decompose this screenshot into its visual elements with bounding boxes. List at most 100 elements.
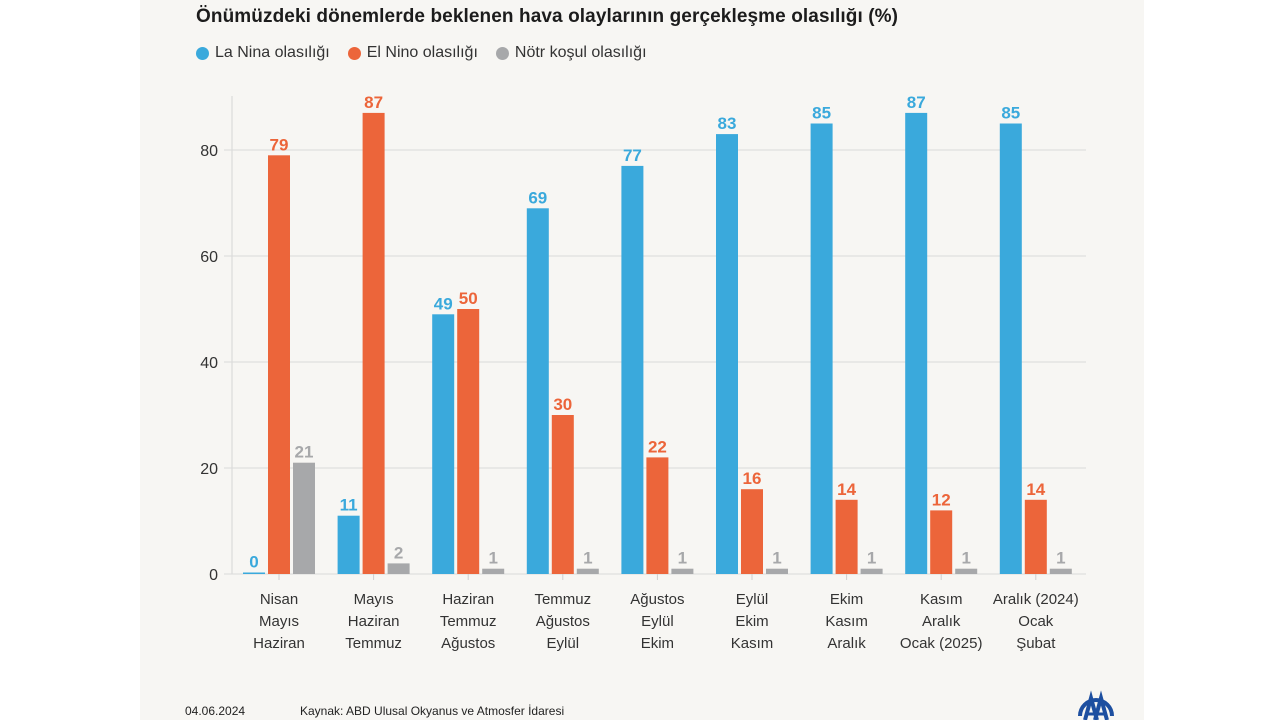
- x-tick-label: Aralık: [827, 635, 866, 652]
- bar: [551, 415, 574, 574]
- x-tick-label: Nisan: [260, 591, 298, 608]
- y-tick-label: 60: [200, 249, 218, 266]
- x-tick-label: Mayıs: [259, 613, 299, 630]
- x-tick-label: Ağustos: [536, 613, 590, 630]
- bar: [293, 462, 315, 574]
- bar: [432, 314, 455, 574]
- bar: [387, 563, 410, 574]
- legend-label: Nötr koşul olasılığı: [514, 44, 647, 61]
- bar: [741, 489, 763, 574]
- bar: [362, 112, 385, 575]
- legend-dot-icon: [495, 46, 509, 60]
- bar: [646, 457, 669, 574]
- legend-label: El Nino olasılığı: [366, 44, 478, 61]
- legend-item-la-nina: La Nina olasılığı: [196, 44, 330, 62]
- legend-dot-icon: [196, 46, 209, 60]
- x-tick-label: Eylül: [736, 591, 769, 608]
- x-tick-label: Eylül: [547, 635, 580, 652]
- data-label: 83: [718, 114, 737, 133]
- bar: [671, 568, 694, 574]
- data-label: 11: [340, 496, 358, 515]
- bar: [576, 568, 599, 574]
- bar: [621, 165, 644, 574]
- data-label: 1: [961, 549, 970, 568]
- y-tick-label: 40: [200, 355, 218, 372]
- x-tick-label: Ağustos: [441, 635, 495, 652]
- x-tick-label: Eylül: [641, 613, 674, 630]
- x-tick-label: Kasım: [825, 613, 868, 630]
- bar: [860, 568, 883, 574]
- bar: [955, 568, 978, 574]
- x-tick-label: Mayıs: [354, 591, 394, 608]
- bar: [810, 123, 833, 574]
- x-tick-label: Temmuz: [440, 613, 497, 630]
- x-tick-label: Kasım: [920, 591, 963, 608]
- bar: [457, 309, 480, 574]
- data-label: 21: [295, 443, 314, 462]
- data-label: 0: [249, 553, 258, 572]
- legend-label: La Nina olasılığı: [215, 44, 330, 61]
- chart-title: Önümüzdeki dönemlerde beklenen hava olay…: [196, 6, 899, 27]
- bar: [526, 208, 549, 575]
- x-tick-label: Kasım: [731, 635, 774, 652]
- x-tick-label: Ocak (2025): [900, 635, 983, 652]
- bar: [905, 112, 928, 575]
- source-note: Kaynak: ABD Ulusal Okyanus ve Atmosfer İ…: [300, 704, 565, 718]
- y-tick-label: 80: [200, 143, 218, 160]
- data-label: 87: [364, 93, 383, 112]
- bar: [766, 568, 788, 574]
- data-label: 79: [270, 135, 289, 154]
- x-tick-label: Temmuz: [345, 635, 402, 652]
- data-label: 87: [907, 93, 926, 112]
- legend-item-el-nino: El Nino olasılığı: [347, 44, 478, 62]
- bar: [835, 499, 858, 574]
- legend-dot-icon: [347, 46, 361, 60]
- data-label: 30: [553, 395, 572, 414]
- y-tick-label: 20: [200, 461, 218, 478]
- bar: [243, 572, 265, 574]
- chart-legend: La Nina olasılığı El Nino olasılığı Nötr…: [196, 44, 647, 62]
- data-label: 1: [583, 549, 592, 568]
- x-tick-label: Temmuz: [534, 591, 591, 608]
- x-tick-label: Aralık (2024): [993, 591, 1079, 608]
- x-tick-label: Haziran: [253, 635, 305, 652]
- bar: [999, 123, 1022, 574]
- x-tick-label: Haziran: [348, 613, 400, 630]
- data-label: 14: [837, 480, 856, 499]
- data-label: 85: [1001, 104, 1020, 123]
- data-label: 1: [678, 549, 687, 568]
- data-label: 69: [528, 188, 547, 207]
- bar: [482, 568, 505, 574]
- bar: [1049, 568, 1072, 574]
- bar: [268, 155, 290, 575]
- data-label: 49: [434, 294, 453, 313]
- data-label: 50: [459, 289, 478, 308]
- data-label: 77: [623, 146, 642, 165]
- x-tick-label: Ekim: [641, 635, 674, 652]
- x-tick-label: Ağustos: [630, 591, 684, 608]
- y-tick-label: 0: [209, 567, 218, 584]
- x-tick-label: Aralık: [922, 613, 961, 630]
- data-label: 16: [743, 469, 762, 488]
- x-tick-label: Ekim: [830, 591, 863, 608]
- data-label: 22: [648, 437, 667, 456]
- bar: [930, 510, 953, 574]
- data-label: 12: [932, 490, 951, 509]
- data-label: 1: [772, 549, 781, 568]
- data-label: 85: [812, 104, 831, 123]
- bar: [1024, 499, 1047, 574]
- data-label: 1: [488, 549, 497, 568]
- data-label: 1: [1056, 549, 1065, 568]
- publish-date: 04.06.2024: [185, 704, 246, 718]
- aa-logo-icon: [1078, 690, 1114, 720]
- data-label: 2: [394, 543, 403, 562]
- x-tick-label: Ekim: [735, 613, 768, 630]
- x-tick-label: Şubat: [1016, 635, 1056, 652]
- data-label: 1: [867, 549, 876, 568]
- bar: [716, 134, 738, 574]
- x-tick-label: Haziran: [442, 591, 494, 608]
- data-label: 14: [1026, 480, 1045, 499]
- legend-item-neutral: Nötr koşul olasılığı: [495, 44, 647, 62]
- x-tick-label: Ocak: [1018, 613, 1054, 630]
